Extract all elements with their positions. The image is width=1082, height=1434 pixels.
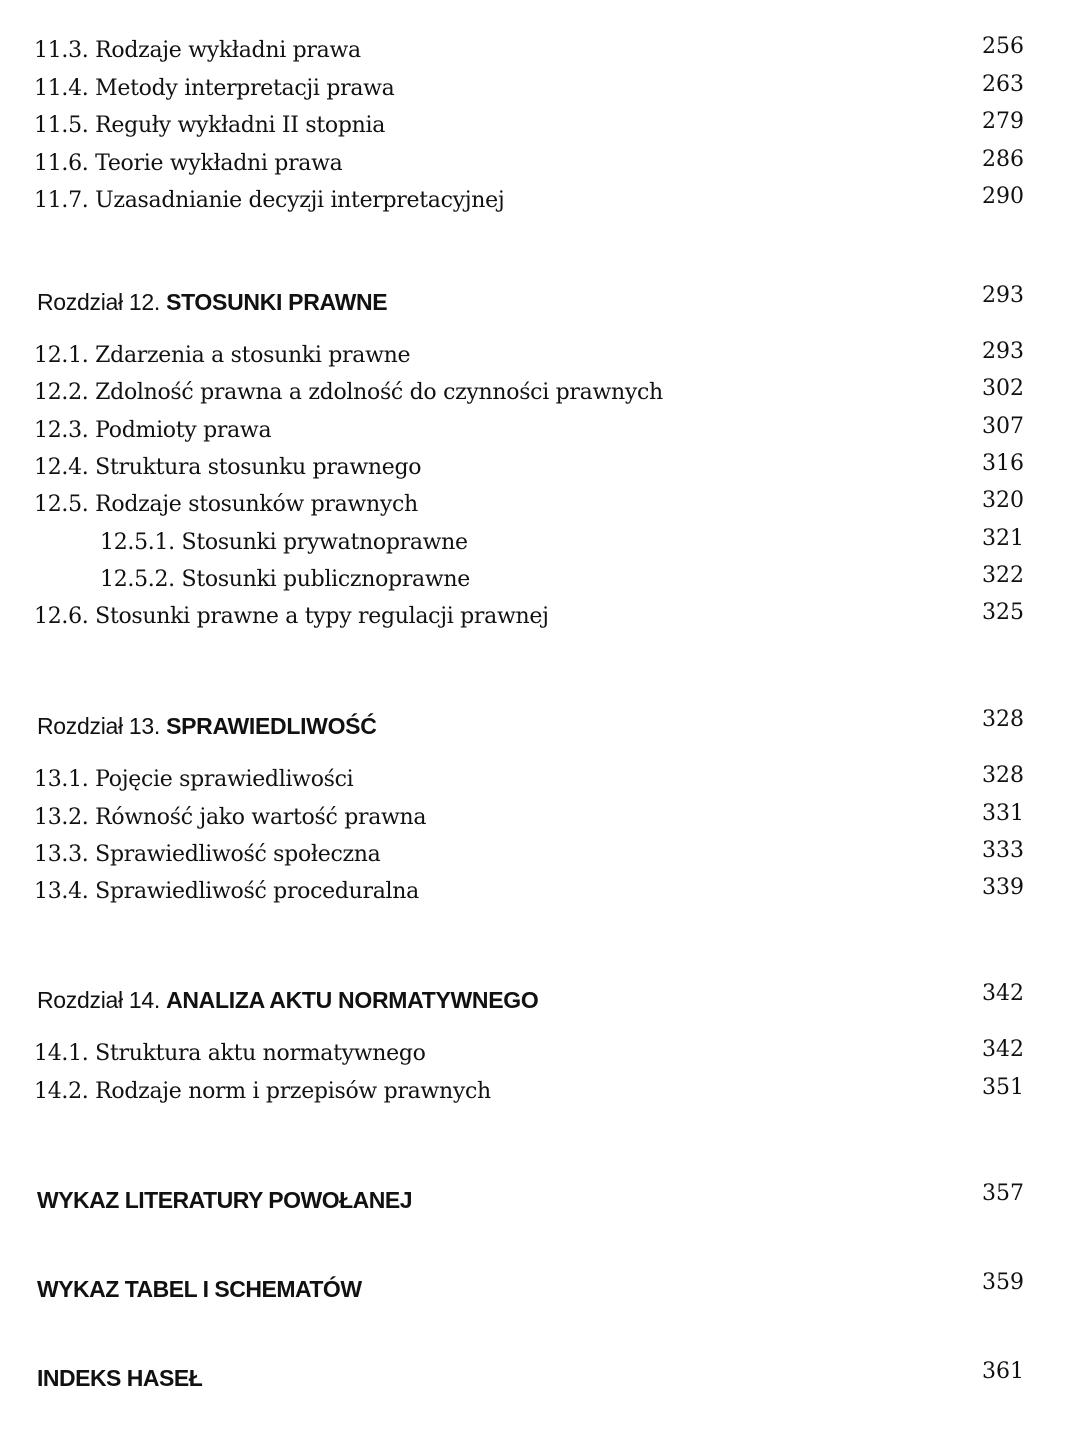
toc-entry-title: 13.3. Sprawiedliwość społeczna <box>34 842 381 867</box>
toc-entry-title: Rozdział 13. SPRAWIEDLIWOŚĆ <box>37 713 377 740</box>
toc-page-number: 279 <box>982 109 1024 134</box>
toc-page-number: 357 <box>982 1181 1024 1206</box>
toc-entry: WYKAZ TABEL I SCHEMATÓW 359 <box>0 1270 1082 1308</box>
toc-entry-title: Rozdział 14. ANALIZA AKTU NORMATYWNEGO <box>37 987 539 1014</box>
toc-entry: 14.2. Rodzaje norm i przepisów prawnych 3… <box>0 1075 1082 1111</box>
toc-entry: 13.2. Równość jako wartość prawna 331 <box>0 801 1082 837</box>
toc-entry: 12.5.1. Stosunki prywatnoprawne 321 <box>0 526 1082 562</box>
toc-entry-title: 13.2. Równość jako wartość prawna <box>34 805 427 830</box>
chapter-title: STOSUNKI PRAWNE <box>166 289 388 315</box>
toc-entry: 11.7. Uzasadnianie decyzji interpretacyj… <box>0 184 1082 220</box>
toc-entry-title: 11.7. Uzasadnianie decyzji interpretacyj… <box>34 188 505 213</box>
toc-entry: 12.5. Rodzaje stosunków prawnych 320 <box>0 488 1082 524</box>
toc-page-number: 290 <box>982 184 1024 209</box>
toc-entry: 13.4. Sprawiedliwość proceduralna 339 <box>0 875 1082 911</box>
toc-entry-title: 12.4. Struktura stosunku prawnego <box>34 455 422 480</box>
toc-page-number: 325 <box>982 600 1024 625</box>
chapter-prefix: Rozdział 12. <box>37 289 167 315</box>
toc-entry-title: 12.6. Stosunki prawne a typy regulacji p… <box>34 604 549 629</box>
toc-entry-title: WYKAZ LITERATURY POWOŁANEJ <box>37 1187 413 1213</box>
toc-entry: 11.4. Metody interpretacji prawa 263 <box>0 72 1082 108</box>
toc-page-number: 361 <box>982 1359 1024 1384</box>
toc-page-number: 286 <box>982 147 1024 172</box>
toc-page-number: 321 <box>982 526 1024 551</box>
toc-entry-title: WYKAZ TABEL I SCHEMATÓW <box>37 1276 362 1302</box>
chapter-prefix: Rozdział 13. <box>37 713 167 739</box>
toc-entry: 12.2. Zdolność prawna a zdolność do czyn… <box>0 376 1082 412</box>
toc-entry-title: 12.5.2. Stosunki publicznoprawne <box>100 567 470 592</box>
toc-entry-title: 12.5.1. Stosunki prywatnoprawne <box>100 530 468 555</box>
toc-entry-title: 12.1. Zdarzenia a stosunki prawne <box>34 343 411 368</box>
toc-page-number: 302 <box>982 376 1024 401</box>
toc-page-number: 320 <box>982 488 1024 513</box>
toc-entry-title: 14.1. Struktura aktu normatywnego <box>34 1041 426 1066</box>
toc-entry: 12.5.2. Stosunki publicznoprawne 322 <box>0 563 1082 599</box>
toc-entry: INDEKS HASEŁ 361 <box>0 1359 1082 1397</box>
toc-entry: 13.3. Sprawiedliwość społeczna 333 <box>0 838 1082 874</box>
chapter-prefix: Rozdział 14. <box>37 987 167 1013</box>
toc-page-number: 293 <box>982 339 1024 364</box>
toc-page-number: 328 <box>982 707 1024 732</box>
chapter-title: ANALIZA AKTU NORMATYWNEGO <box>166 987 539 1013</box>
toc-entry: Rozdział 14. ANALIZA AKTU NORMATYWNEGO 34… <box>0 981 1082 1019</box>
toc-entry-title: 11.3. Rodzaje wykładni prawa <box>34 38 361 63</box>
toc-entry-title: 11.5. Reguły wykładni II stopnia <box>34 113 386 138</box>
toc-entry-title: 13.1. Pojęcie sprawiedliwości <box>34 767 354 792</box>
toc-page-number: 316 <box>982 451 1024 476</box>
toc-entry: Rozdział 12. STOSUNKI PRAWNE 293 <box>0 283 1082 321</box>
toc-page-number: 351 <box>982 1075 1024 1100</box>
toc-page-number: 342 <box>982 1037 1024 1062</box>
toc-page-number: 307 <box>982 414 1024 439</box>
toc-entry: 12.1. Zdarzenia a stosunki prawne 293 <box>0 339 1082 375</box>
toc-page-number: 359 <box>982 1270 1024 1295</box>
toc-page-number: 339 <box>982 875 1024 900</box>
toc-page-number: 342 <box>982 981 1024 1006</box>
toc-entry-title: 11.6. Teorie wykładni prawa <box>34 151 343 176</box>
chapter-title: SPRAWIEDLIWOŚĆ <box>166 713 377 739</box>
toc-entry-title: 12.3. Podmioty prawa <box>34 418 272 443</box>
toc-page-number: 328 <box>982 763 1024 788</box>
toc-page-number: 293 <box>982 283 1024 308</box>
toc-entry-title: 14.2. Rodzaje norm i przepisów prawnych <box>34 1079 491 1104</box>
toc-page-number: 263 <box>982 72 1024 97</box>
toc-entry: 12.3. Podmioty prawa 307 <box>0 414 1082 450</box>
toc-page-number: 256 <box>982 34 1024 59</box>
toc-entry-title: 12.5. Rodzaje stosunków prawnych <box>34 492 418 517</box>
toc-entry: 11.3. Rodzaje wykładni prawa 256 <box>0 34 1082 70</box>
toc-entry-title: INDEKS HASEŁ <box>37 1365 203 1391</box>
toc-entry: 12.4. Struktura stosunku prawnego 316 <box>0 451 1082 487</box>
toc-entry: 11.6. Teorie wykładni prawa 286 <box>0 147 1082 183</box>
toc-entry: 12.6. Stosunki prawne a typy regulacji p… <box>0 600 1082 636</box>
toc-entry: WYKAZ LITERATURY POWOŁANEJ 357 <box>0 1181 1082 1219</box>
toc-entry-title: 11.4. Metody interpretacji prawa <box>34 76 395 101</box>
toc-entry: 11.5. Reguły wykładni II stopnia 279 <box>0 109 1082 145</box>
toc-entry-title: 13.4. Sprawiedliwość proceduralna <box>34 879 419 904</box>
toc-entry: 13.1. Pojęcie sprawiedliwości 328 <box>0 763 1082 799</box>
toc-entry-title: Rozdział 12. STOSUNKI PRAWNE <box>37 289 388 316</box>
toc-entry: 14.1. Struktura aktu normatywnego 342 <box>0 1037 1082 1073</box>
toc-page-number: 333 <box>982 838 1024 863</box>
toc-entry: Rozdział 13. SPRAWIEDLIWOŚĆ 328 <box>0 707 1082 745</box>
toc-entry-title: 12.2. Zdolność prawna a zdolność do czyn… <box>34 380 663 405</box>
toc-page-number: 331 <box>982 801 1024 826</box>
toc-page-number: 322 <box>982 563 1024 588</box>
